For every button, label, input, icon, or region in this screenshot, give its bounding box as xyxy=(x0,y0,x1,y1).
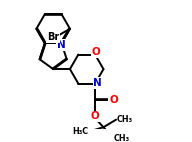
Text: N: N xyxy=(57,40,66,50)
Text: CH₃: CH₃ xyxy=(117,115,133,124)
Text: O: O xyxy=(92,47,100,57)
Text: H₃C: H₃C xyxy=(72,127,88,136)
Text: Br: Br xyxy=(47,32,59,42)
Text: O: O xyxy=(91,111,99,121)
Text: O: O xyxy=(109,95,118,105)
Text: CH₃: CH₃ xyxy=(114,134,130,142)
Text: N: N xyxy=(94,78,102,88)
